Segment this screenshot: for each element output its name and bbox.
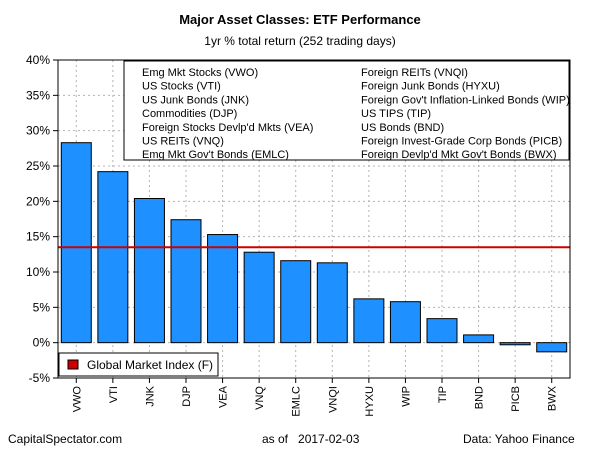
legend-box (123, 60, 570, 161)
legend-entry: US Junk Bonds (JNK) (142, 94, 249, 106)
bar-vwo (60, 142, 92, 344)
bar-emlc (280, 260, 312, 344)
chart-subtitle: 1yr % total return (252 trading days) (204, 34, 396, 48)
legend-entry: Emg Mkt Gov't Bonds (EMLC) (142, 149, 289, 161)
x-tick-label: TIP (437, 386, 449, 403)
legend-entry: Foreign Devlp'd Mkt Gov't Bonds (BWX) (361, 149, 557, 161)
x-tick-label: VWO (71, 386, 83, 413)
legend-entry: US Bonds (BND) (361, 122, 444, 134)
legend-entry: US Stocks (VTI) (142, 81, 221, 93)
bar-jnk (133, 198, 165, 344)
plot-frame (57, 59, 571, 379)
y-tick-label: -5% (29, 371, 51, 385)
bar-picb (499, 342, 531, 346)
legend-entry: US TIPS (TIP) (361, 108, 431, 120)
legend-reference-label: Global Market Index (F) (87, 358, 213, 372)
footer-source-site: CapitalSpectator.com (8, 432, 123, 446)
legend-entry: Foreign Stocks Devlp'd Mkts (VEA) (142, 122, 313, 134)
chart-title: Major Asset Classes: ETF Performance (179, 12, 421, 27)
legend-reference: Global Market Index (F) (58, 352, 219, 377)
y-tick-label: 0% (33, 336, 51, 350)
legend-entry: Foreign Gov't Inflation-Linked Bonds (WI… (361, 94, 570, 106)
x-tick-label: VNQ (254, 386, 266, 410)
bar-tip (426, 318, 458, 344)
y-tick-label: 30% (26, 124, 50, 138)
y-tick-label: 15% (26, 230, 50, 244)
x-tick-label: BND (474, 386, 486, 409)
x-tick-label: BWX (547, 385, 559, 411)
legend-entry: Commodities (DJP) (142, 108, 237, 120)
legend-entry: Foreign REITs (VNQI) (361, 67, 468, 79)
legend-reference-swatch (67, 359, 79, 370)
bar-bnd (463, 334, 495, 344)
bar-vnq (243, 251, 275, 344)
x-tick-label: DJP (181, 386, 193, 407)
footer-date: as of 2017-02-03 (262, 432, 360, 446)
y-tick-label: 20% (26, 194, 50, 208)
x-tick-label: WIP (400, 386, 412, 407)
footer-data-source: Data: Yahoo Finance (463, 432, 575, 446)
x-tick-label: PICB (510, 386, 522, 412)
bar-wip (389, 301, 421, 344)
y-tick-label: 5% (33, 300, 51, 314)
bar-vti (97, 171, 129, 344)
y-tick-label: 35% (26, 88, 50, 102)
x-tick-label: VTI (108, 386, 120, 403)
bar-djp (170, 219, 202, 344)
y-tick-label: 25% (26, 159, 50, 173)
y-tick-label: 10% (26, 265, 50, 279)
bar-bwx (536, 342, 568, 353)
y-tick-label: 40% (26, 53, 50, 67)
legend-entry: US REITs (VNQ) (142, 136, 224, 148)
x-tick-label: VNQI (327, 386, 339, 413)
legend-entry: Foreign Junk Bonds (HYXU) (361, 81, 500, 93)
bar-vnqi (316, 262, 348, 344)
x-tick-label: HYXU (364, 386, 376, 417)
x-tick-label: JNK (144, 385, 156, 406)
legend-entry: Foreign Invest-Grade Corp Bonds (PICB) (361, 136, 562, 148)
bar-hyxu (353, 298, 385, 344)
x-tick-label: EMLC (291, 386, 303, 417)
x-tick-label: VEA (218, 385, 230, 408)
legend-entry: Emg Mkt Stocks (VWO) (142, 67, 258, 79)
legend-reference-box (58, 352, 219, 377)
legend-tickers: Emg Mkt Stocks (VWO) US Stocks (VTI)US Ju… (123, 60, 570, 161)
bar-vea (207, 234, 239, 344)
